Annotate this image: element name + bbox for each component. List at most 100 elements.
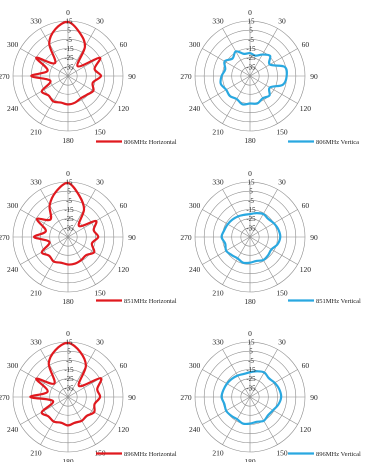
angle-tick-label: 180 [244, 297, 256, 306]
radial-tick-label: 5 [249, 348, 253, 356]
radial-tick-label: -5 [248, 197, 254, 205]
pattern-line [219, 50, 288, 106]
angle-tick-label: 300 [189, 201, 201, 210]
grid-spoke [67, 75, 96, 124]
grid-spoke [40, 75, 69, 124]
grid-spoke [67, 349, 96, 398]
pattern-line [30, 20, 103, 106]
angle-tick-label: 120 [300, 265, 312, 274]
legend-label: 806MHz Horizontal [124, 139, 177, 146]
radial-tick-label: -35 [64, 384, 74, 392]
angle-tick-label: 240 [189, 265, 201, 274]
angle-tick-label: 330 [212, 17, 224, 26]
grid-spoke [67, 396, 116, 425]
grid-spoke [20, 236, 69, 265]
grid-spoke [67, 48, 116, 77]
angle-tick-label: 210 [30, 127, 42, 136]
radial-tick-label: -5 [248, 36, 254, 44]
grid-spoke [67, 369, 116, 398]
angle-tick-label: 240 [7, 104, 19, 113]
polar-chart-5: 155-5-15-25-3503060901201501802102402703… [0, 329, 177, 462]
angle-tick-label: 90 [310, 233, 318, 242]
grid-spoke [67, 189, 96, 238]
radial-tick-label: -15 [246, 366, 256, 374]
legend-label: 806MHz Vertica [316, 139, 359, 146]
pattern-line [220, 211, 282, 265]
legend-label: 896MHz Vertical [316, 451, 361, 458]
angle-tick-label: 30 [96, 17, 104, 26]
legend-label: 896MHz Horizontal [124, 451, 177, 458]
angle-tick-label: 0 [248, 8, 252, 17]
pattern-line [220, 370, 283, 426]
angle-tick-label: 300 [7, 40, 19, 49]
grid-spoke [20, 75, 69, 104]
angle-tick-label: 60 [120, 40, 128, 49]
angle-tick-label: 300 [7, 201, 19, 210]
grid-spoke [20, 209, 69, 238]
angle-tick-label: 210 [30, 288, 42, 297]
angle-tick-label: 90 [128, 393, 136, 402]
grid-spoke [67, 75, 116, 104]
angle-tick-label: 120 [118, 104, 130, 113]
angle-tick-label: 60 [302, 201, 310, 210]
angle-tick-label: 270 [180, 393, 192, 402]
radial-tick-label: -5 [66, 197, 72, 205]
polar-chart-4: 155-5-15-25-35 0 30 60 90 120 150 180 210 240 270 3… [180, 169, 361, 306]
angle-tick-label: 120 [300, 104, 312, 113]
angle-tick-label: 30 [96, 178, 104, 187]
grid-spoke [67, 28, 96, 77]
angle-tick-label: 150 [94, 288, 106, 297]
angle-tick-label: 30 [278, 178, 286, 187]
angle-tick-label: 180 [62, 136, 74, 145]
grid-spoke [40, 349, 69, 398]
grid-spoke [249, 28, 278, 77]
radial-tick-label: 5 [67, 27, 71, 35]
angle-tick-label: 180 [62, 297, 74, 306]
angle-tick-label: 30 [278, 17, 286, 26]
angle-tick-label: 270 [0, 72, 10, 81]
angle-tick-label: 270 [0, 233, 10, 242]
angle-tick-label: 0 [248, 169, 252, 178]
radial-tick-label: -15 [246, 45, 256, 53]
grid-spoke [222, 189, 251, 238]
radial-tick-label: -35 [64, 224, 74, 232]
grid-spoke [202, 48, 251, 77]
radial-tick-label: -35 [246, 384, 256, 392]
angle-tick-label: 60 [302, 40, 310, 49]
angle-tick-label: 30 [278, 338, 286, 347]
radial-tick-label: -25 [64, 54, 74, 62]
angle-tick-label: 210 [212, 288, 224, 297]
grid-spoke [222, 396, 251, 445]
angle-tick-label: 210 [30, 448, 42, 457]
angle-tick-label: 210 [212, 127, 224, 136]
radial-tick-label: -35 [246, 63, 256, 71]
angle-tick-label: 150 [276, 127, 288, 136]
radial-tick-label: 5 [249, 188, 253, 196]
grid-spoke [40, 189, 69, 238]
radial-tick-label: 5 [249, 27, 253, 35]
pattern-line [29, 341, 103, 427]
radial-tick-label: -5 [248, 357, 254, 365]
radial-tick-label: -5 [66, 357, 72, 365]
angle-tick-label: 150 [276, 448, 288, 457]
angle-tick-label: 330 [212, 178, 224, 187]
angle-tick-label: 300 [189, 361, 201, 370]
angle-tick-label: 180 [244, 136, 256, 145]
grid-spoke [20, 48, 69, 77]
angle-tick-label: 0 [66, 329, 70, 338]
grid-spoke [249, 75, 298, 104]
angle-tick-label: 60 [302, 361, 310, 370]
angle-tick-label: 330 [30, 338, 42, 347]
grid-spoke [222, 236, 251, 285]
angle-tick-label: 240 [7, 425, 19, 434]
radial-tick-label: -25 [246, 54, 256, 62]
radial-tick-label: 15 [248, 18, 256, 26]
grid-spoke [40, 28, 69, 77]
grid-spoke [222, 349, 251, 398]
radial-tick-label: 15 [66, 339, 74, 347]
angle-tick-label: 150 [94, 127, 106, 136]
polar-chart-6: 155-5-15-25-35 0 30 60 90 120 150 180 210 240 270 3… [180, 329, 361, 462]
angle-tick-label: 150 [276, 288, 288, 297]
angle-tick-label: 0 [248, 329, 252, 338]
